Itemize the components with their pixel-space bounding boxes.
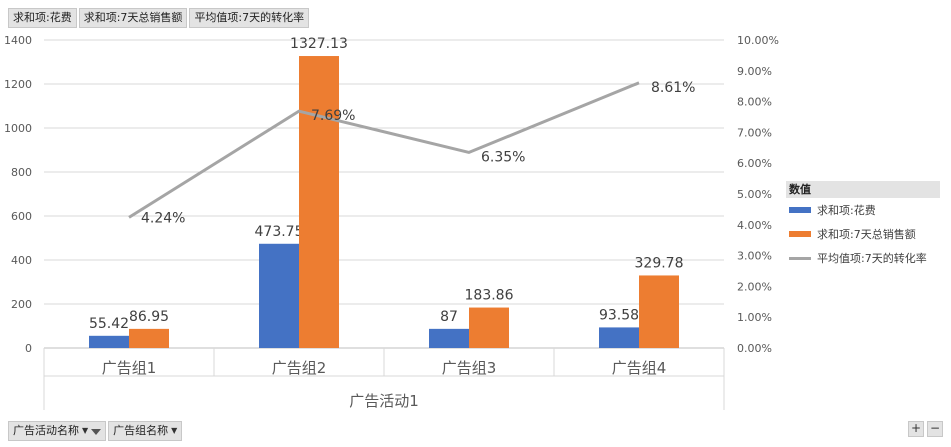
legend: 数值 求和项:花费 求和项:7天总销售额 平均值项:7天的转化率 [786,181,940,270]
y-right-tick-label: 8.00% [737,96,772,109]
expand-collapse-controls: + − [908,421,943,437]
field-button-adgroup-name[interactable]: 广告组名称 ▼ [108,421,183,441]
legend-swatch-rate [789,256,811,260]
field-label-adgroup-name: 广告组名称 [113,424,169,437]
dropdown-icon[interactable]: ▼ [82,426,89,435]
field-button-rate[interactable]: 平均值项:7天的转化率 [189,8,310,28]
legend-item-sales: 求和项:7天总销售额 [786,222,940,246]
legend-label-rate: 平均值项:7天的转化率 [817,252,927,265]
legend-title: 数值 [786,181,940,198]
axis-field-buttons: 广告活动名称 ▼ 广告组名称 ▼ [8,421,183,441]
bar-spend [89,335,129,348]
dropdown-icon[interactable]: ▼ [171,426,178,435]
category-label: 广告组2 [272,359,327,377]
data-label-sales: 1327.13 [290,36,348,52]
data-label-spend: 93.58 [599,307,639,323]
data-label-rate: 8.61% [651,80,695,96]
legend-item-spend: 求和项:花费 [786,198,940,222]
bar-spend [429,328,469,348]
legend-item-rate: 平均值项:7天的转化率 [786,246,940,270]
y-right-tick-label: 4.00% [737,219,772,232]
bar-sales [639,275,679,348]
y-right-tick-label: 0.00% [737,342,772,355]
y-right-tick-label: 5.00% [737,188,772,201]
legend-label-spend: 求和项:花费 [817,204,876,217]
category-label: 广告组3 [442,359,497,377]
field-button-sales[interactable]: 求和项:7天总销售额 [78,8,188,28]
y-right-tick-label: 9.00% [737,65,772,78]
data-label-spend: 87 [440,309,458,325]
y-left-tick-label: 1400 [4,34,32,47]
field-label-campaign-name: 广告活动名称 [13,424,79,437]
bar-spend [259,243,299,348]
y-left-tick-label: 600 [11,210,32,223]
category-label: 广告组1 [102,359,157,377]
data-label-spend: 55.42 [89,316,129,332]
data-label-rate: 6.35% [481,149,525,165]
bar-sales [469,307,509,348]
filter-icon[interactable] [91,429,102,435]
y-left-tick-label: 1000 [4,122,32,135]
bar-sales [129,328,169,348]
y-right-tick-label: 10.00% [737,34,779,47]
y-left-tick-label: 800 [11,166,32,179]
category-label: 广告组4 [612,359,667,377]
data-label-spend: 473.75 [255,224,304,240]
y-left-tick-label: 200 [11,298,32,311]
legend-label-sales: 求和项:7天总销售额 [817,228,916,241]
bar-spend [599,327,639,348]
legend-swatch-spend [789,207,811,213]
field-button-spend[interactable]: 求和项:花费 [8,8,77,28]
y-right-tick-label: 3.00% [737,250,772,263]
minus-icon[interactable]: − [927,421,943,437]
y-right-tick-label: 7.00% [737,126,772,139]
y-right-tick-label: 6.00% [737,157,772,170]
value-field-buttons: 求和项:花费 求和项:7天总销售额 平均值项:7天的转化率 [8,8,310,28]
group-label: 广告活动1 [349,392,419,410]
bar-sales [299,56,339,348]
y-right-tick-label: 1.00% [737,311,772,324]
data-label-sales: 183.86 [465,288,514,304]
data-label-sales: 329.78 [635,255,684,271]
y-left-tick-label: 0 [25,342,32,355]
y-left-tick-label: 1200 [4,78,32,91]
plus-icon[interactable]: + [908,421,924,437]
y-left-tick-label: 400 [11,254,32,267]
data-label-rate: 4.24% [141,210,185,226]
legend-swatch-sales [789,231,811,237]
data-label-rate: 7.69% [311,108,355,124]
line-rate [128,81,640,219]
data-label-sales: 86.95 [129,309,169,325]
field-button-campaign-name[interactable]: 广告活动名称 ▼ [8,421,107,441]
y-right-tick-label: 2.00% [737,280,772,293]
